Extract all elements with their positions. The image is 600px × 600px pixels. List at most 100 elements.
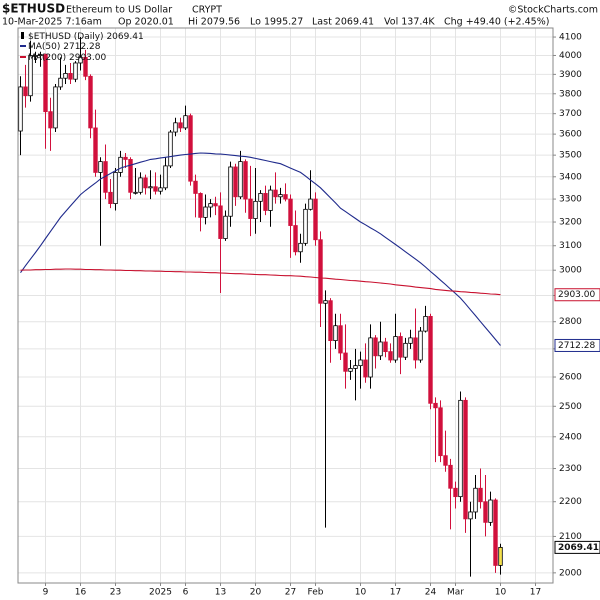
candle-body	[348, 368, 353, 372]
candle-body	[313, 198, 318, 241]
x-tick-label: 10	[355, 588, 367, 598]
candle-body	[108, 191, 113, 205]
candle-body	[318, 239, 323, 304]
candle-body	[293, 225, 298, 253]
candle-body	[143, 177, 148, 189]
exchange: CRYPT	[192, 5, 222, 16]
y-tick-label: 3900	[559, 70, 582, 80]
candle-body	[338, 325, 343, 354]
candle-body	[28, 55, 33, 97]
x-tick-label: 6	[183, 588, 189, 598]
candle-body	[263, 193, 268, 211]
y-tick-label: 2300	[559, 464, 582, 474]
x-tick-label: 10	[495, 588, 507, 598]
legend-ma200: MA(200) 2903.00	[28, 53, 106, 63]
candle-body	[408, 337, 413, 344]
open-info: Op 2020.01	[118, 17, 174, 28]
value-box-label: 2903.00	[558, 290, 595, 300]
plot	[18, 37, 503, 577]
credit: ©StockCharts.com	[508, 5, 598, 16]
candle-body	[308, 198, 313, 210]
candle-body	[128, 159, 133, 193]
candle-body	[418, 330, 423, 361]
candle-body	[178, 122, 183, 129]
x-tick-label: Mar	[447, 588, 464, 598]
candle-body	[323, 300, 328, 304]
candle-body	[213, 203, 218, 207]
value-box-label: 2712.28	[558, 341, 595, 351]
candle-body	[398, 336, 403, 358]
value-box	[554, 288, 600, 302]
y-tick-label: 2800	[559, 317, 582, 327]
candle-body	[288, 198, 293, 226]
y-tick-label: 3200	[559, 218, 582, 228]
candle-body	[353, 365, 358, 369]
y-tick-label: 2200	[559, 497, 582, 507]
candle-body	[33, 55, 38, 57]
candle-body	[138, 177, 143, 193]
candle-body	[283, 194, 288, 200]
candle-body	[433, 402, 438, 409]
candle-body	[218, 205, 223, 239]
y-tick-label: 3000	[559, 266, 582, 276]
x-tick-label: 20	[250, 588, 262, 598]
symbol: $ETHUSD	[2, 2, 65, 16]
legend-label: $ETHUSD (Daily)	[28, 32, 104, 42]
y-tick-label: 3500	[559, 151, 582, 161]
y-tick-label: 2000	[559, 568, 582, 578]
legend: $ETHUSD (Daily) 2069.41 MA(50) 2712.28 M…	[20, 32, 144, 63]
candle-body	[133, 191, 138, 194]
y-tick-label: 4000	[559, 51, 582, 61]
candle-body	[303, 208, 308, 244]
candle-body	[393, 336, 398, 361]
y-tick-label: 2600	[559, 373, 582, 383]
candle-body	[188, 115, 193, 182]
low-info: Lo 1995.27	[250, 17, 303, 28]
candle-body	[48, 111, 53, 129]
candle-body	[123, 156, 128, 160]
candle-body	[483, 501, 488, 523]
candle-body	[63, 73, 68, 79]
candle-body	[78, 56, 83, 64]
candle-body	[23, 86, 28, 97]
candle-body	[468, 511, 473, 520]
ma-line	[20, 152, 501, 346]
candle-body	[498, 546, 503, 566]
candle-body	[243, 161, 248, 200]
candle-body	[403, 342, 408, 358]
candle-body	[223, 215, 228, 239]
candle-body	[343, 352, 348, 372]
value-box-label: 2069.41	[558, 543, 599, 553]
y-tick-label: 3100	[559, 241, 582, 251]
candle-body	[278, 194, 283, 198]
x-tick-label: 24	[425, 588, 437, 598]
change-info: Chg +49.40 (+2.45%)	[444, 17, 549, 28]
candle-body	[43, 54, 48, 113]
x-tick-label: 9	[43, 588, 49, 598]
candle-body	[73, 62, 78, 80]
legend-label: MA(200)	[28, 53, 66, 63]
candle-body	[193, 180, 198, 194]
x-tick-label: 23	[110, 588, 121, 598]
candle-body	[98, 161, 103, 173]
datetime: 10-Mar-2025 7:16am	[2, 17, 102, 28]
candle-body	[388, 351, 393, 361]
x-tick-label: 17	[530, 588, 541, 598]
candle-body	[18, 86, 23, 132]
candle-body	[228, 166, 233, 217]
candle-body	[428, 315, 433, 404]
candle-body	[328, 300, 333, 342]
value-box	[554, 540, 600, 554]
candle-body	[298, 242, 303, 253]
candle-body	[478, 487, 483, 503]
candle-body	[273, 189, 278, 198]
candle-body	[153, 186, 158, 192]
y-tick-label: 2500	[559, 402, 582, 412]
description: Ethereum to US Dollar	[66, 5, 172, 16]
ma-line	[20, 268, 501, 296]
last-info: Last 2069.41	[312, 17, 374, 28]
candle-body	[378, 341, 383, 357]
candle-body	[448, 464, 453, 489]
legend-candle-icon	[21, 32, 24, 39]
y-tick-label: 3400	[559, 172, 582, 182]
